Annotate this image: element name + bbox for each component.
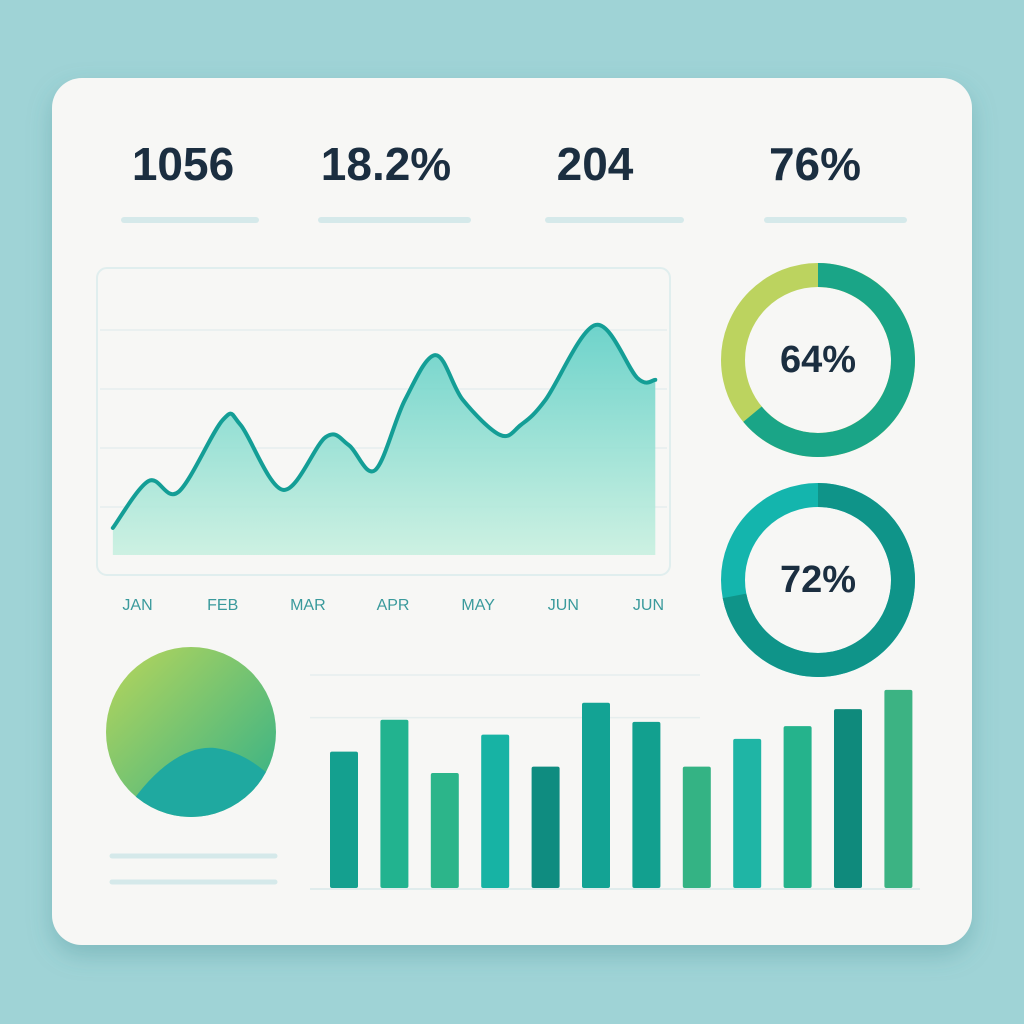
line-area — [112, 324, 656, 555]
bar — [531, 766, 560, 888]
donut-label: 64% — [780, 339, 856, 381]
donut-label: 72% — [780, 559, 856, 601]
line-chart-frame — [96, 267, 671, 576]
bar — [682, 766, 711, 888]
kpis: 1056 18.2% 204 76% — [132, 138, 861, 190]
bar — [632, 721, 661, 888]
bar — [481, 734, 510, 888]
x-tick-label: JUN — [548, 597, 579, 614]
bar — [884, 689, 913, 888]
bar — [582, 702, 610, 888]
bar — [330, 751, 358, 888]
kpi-value: 18.2% — [321, 138, 451, 190]
donut-arc — [743, 263, 915, 457]
x-tick-label: MAY — [461, 597, 495, 614]
x-tick-label: APR — [377, 597, 410, 614]
bar — [783, 726, 812, 888]
kpi-value: 1056 — [132, 138, 234, 190]
placeholder-lines — [109, 853, 278, 885]
x-tick-label: JUN — [633, 597, 664, 614]
line — [110, 322, 658, 530]
x-tick-label: MAR — [290, 597, 326, 614]
bar — [733, 738, 762, 888]
kpi-value: 204 — [557, 138, 634, 190]
bar — [380, 719, 409, 888]
donut-arc — [722, 483, 915, 677]
x-tick-label: JAN — [122, 597, 152, 614]
x-tick-label: FEB — [207, 597, 238, 614]
kpi-value: 76% — [769, 138, 861, 190]
bar — [834, 709, 862, 888]
bar — [430, 772, 459, 888]
